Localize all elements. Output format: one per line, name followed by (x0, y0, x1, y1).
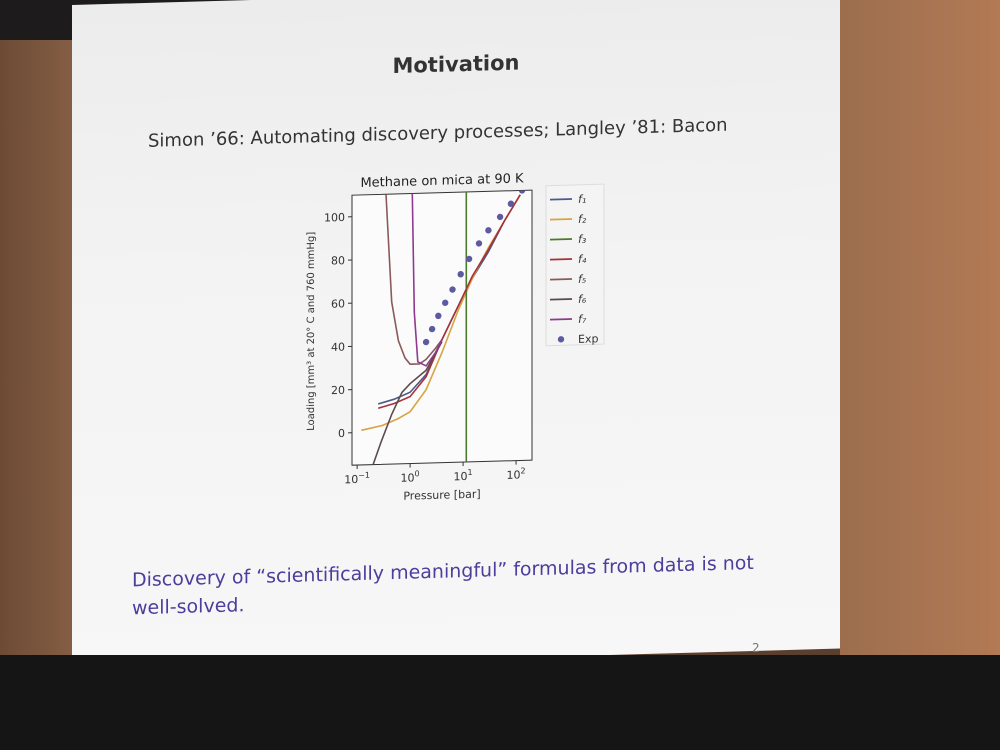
chart-svg: Methane on mica at 90 K 0 20 40 60 80 100 10−1 1… (306, 171, 605, 503)
slide-subtitle: Simon ’66: Automating discovery processe… (148, 114, 728, 152)
series-group (361, 190, 526, 465)
x-tick-label: 100 (401, 469, 420, 485)
legend-label-f4: f₄ (578, 253, 587, 266)
legend-label-f7: f₇ (578, 313, 587, 326)
legend-label-f3: f₃ (578, 233, 587, 246)
legend-line-f2 (550, 218, 572, 221)
legend-line-f1 (550, 198, 572, 201)
page-number: 2 (752, 640, 760, 656)
chart-title: Methane on mica at 90 K (360, 171, 524, 191)
exp-data-point (442, 299, 449, 306)
legend-line-f7 (550, 318, 572, 321)
slide-title: Motivation (392, 50, 520, 79)
right-wall (840, 0, 1000, 655)
y-tick-label: 20 (331, 384, 345, 397)
projected-slide: Motivation Simon ’66: Automating discove… (72, 0, 840, 671)
exp-data-point (507, 200, 515, 207)
exp-data-point (428, 325, 436, 333)
room-floor (0, 655, 1000, 750)
plot-area (351, 189, 533, 466)
legend-line-f3 (550, 238, 572, 241)
y-tick-label: 100 (324, 211, 345, 225)
legend-label-f5: f₅ (578, 273, 586, 286)
y-tick-label: 40 (331, 341, 345, 354)
legend-label-f1: f₁ (578, 193, 586, 206)
exp-data-point (518, 190, 526, 194)
legend-label-f6: f₆ (578, 293, 587, 306)
exp-data-point (485, 227, 492, 234)
exp-data-point (475, 240, 483, 247)
series-line-f5 (385, 194, 443, 365)
y-axis-label: Loading [mm³ at 20° C and 760 mmHg] (306, 232, 317, 431)
legend-line-f6 (550, 298, 572, 301)
exp-data-point (465, 255, 473, 263)
exp-data-point (422, 338, 430, 346)
x-tick-label: 101 (454, 468, 473, 484)
slide-footer: Discovery of “scientifically meaningful”… (132, 551, 754, 620)
series-line-f6 (372, 341, 443, 465)
x-tick-label: 10−1 (344, 471, 370, 487)
series-line-f7 (411, 193, 443, 367)
y-tick-label: 80 (331, 254, 345, 267)
legend-label-f2: f₂ (578, 213, 587, 226)
legend-label-exp: Exp (578, 332, 598, 346)
legend-line-f5 (550, 278, 572, 281)
exp-data-point (449, 286, 456, 293)
legend-marker-exp (557, 336, 565, 343)
exp-data-point (457, 271, 464, 278)
y-tick-label: 60 (331, 297, 345, 310)
exp-data-point (435, 312, 442, 320)
x-tick-label: 102 (507, 466, 526, 482)
legend-line-f4 (550, 258, 572, 261)
legend-box (545, 183, 605, 347)
y-tick-label: 0 (338, 427, 345, 440)
isotherm-chart: Methane on mica at 90 K 0 20 40 60 80 100 10−1 1… (292, 159, 652, 519)
series-line-f4 (377, 194, 521, 410)
x-axis-label: Pressure [bar] (403, 488, 480, 503)
exp-data-point (496, 213, 504, 221)
